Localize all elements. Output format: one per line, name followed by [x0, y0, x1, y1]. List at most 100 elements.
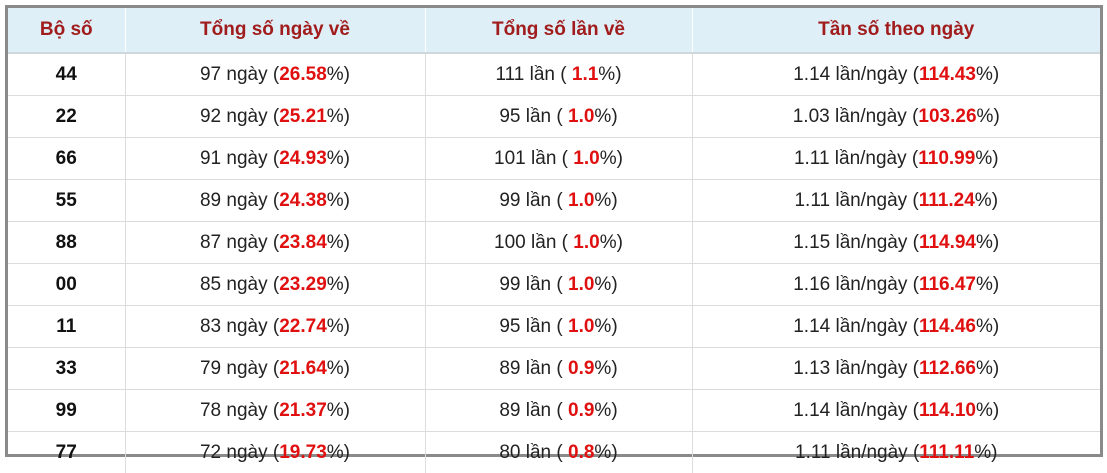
highlight-value: 114.10	[919, 400, 976, 421]
cell-text: %)	[327, 316, 350, 337]
cell-text: %)	[975, 190, 998, 211]
cell-text: %)	[975, 148, 998, 169]
number-pair: 77	[8, 432, 125, 473]
cell-text: 100 lần (	[494, 232, 573, 253]
cell-text: 91 ngày (	[200, 148, 279, 169]
cell-text: 1.16 lần/ngày (	[793, 274, 919, 295]
cell-text: 89 ngày (	[200, 190, 279, 211]
cell-text: %)	[594, 316, 617, 337]
number-pair: 88	[8, 222, 125, 264]
cell-text: 1.11 lần/ngày (	[794, 190, 918, 211]
stat-cell: 83 ngày (22.74%)	[125, 306, 425, 348]
highlight-value: 23.29	[279, 274, 327, 295]
cell-text: %)	[594, 274, 617, 295]
number-pair: 33	[8, 348, 125, 390]
cell-text: 95 lần (	[499, 106, 568, 127]
cell-text: %)	[974, 442, 997, 463]
highlight-value: 111.24	[919, 190, 975, 211]
cell-text: %)	[327, 232, 350, 253]
cell-text: 80 lần (	[499, 442, 568, 463]
cell-text: 1.14 lần/ngày (	[793, 400, 919, 421]
number-pair: 66	[8, 138, 125, 180]
highlight-value: 21.64	[279, 358, 327, 379]
cell-text: %)	[976, 232, 999, 253]
cell-text: 95 lần (	[499, 316, 568, 337]
highlight-value: 110.99	[918, 148, 975, 169]
cell-text: %)	[598, 64, 621, 85]
cell-text: %)	[976, 274, 999, 295]
column-header: Bộ số	[8, 8, 125, 53]
number-pair: 55	[8, 180, 125, 222]
stat-cell: 1.15 lần/ngày (114.94%)	[692, 222, 1100, 264]
stat-cell: 89 lần ( 0.9%)	[425, 390, 692, 432]
stat-cell: 92 ngày (25.21%)	[125, 96, 425, 138]
stat-cell: 95 lần ( 1.0%)	[425, 306, 692, 348]
cell-text: 1.14 lần/ngày (	[793, 316, 919, 337]
highlight-value: 1.1	[572, 64, 598, 85]
cell-text: %)	[327, 442, 350, 463]
cell-text: 1.14 lần/ngày (	[793, 64, 919, 85]
stat-cell: 1.03 lần/ngày (103.26%)	[692, 96, 1100, 138]
stat-cell: 97 ngày (26.58%)	[125, 53, 425, 96]
stat-cell: 79 ngày (21.64%)	[125, 348, 425, 390]
highlight-value: 1.0	[568, 106, 594, 127]
cell-text: 83 ngày (	[200, 316, 279, 337]
highlight-value: 0.9	[568, 358, 594, 379]
highlight-value: 114.94	[919, 232, 976, 253]
cell-text: %)	[976, 64, 999, 85]
highlight-value: 112.66	[919, 358, 976, 379]
cell-text: 1.11 lần/ngày (	[794, 148, 918, 169]
cell-text: 99 lần (	[499, 190, 568, 211]
cell-text: 72 ngày (	[200, 442, 279, 463]
cell-text: %)	[327, 358, 350, 379]
highlight-value: 111.11	[919, 442, 974, 463]
cell-text: %)	[594, 106, 617, 127]
cell-text: 78 ngày (	[200, 400, 279, 421]
cell-text: 1.11 lần/ngày (	[795, 442, 919, 463]
cell-text: %)	[327, 106, 350, 127]
stat-cell: 91 ngày (24.93%)	[125, 138, 425, 180]
highlight-value: 0.9	[568, 400, 594, 421]
cell-text: 92 ngày (	[200, 106, 279, 127]
stat-cell: 80 lần ( 0.8%)	[425, 432, 692, 473]
number-pair: 44	[8, 53, 125, 96]
cell-text: 87 ngày (	[200, 232, 279, 253]
cell-text: %)	[594, 400, 617, 421]
stat-cell: 1.11 lần/ngày (111.24%)	[692, 180, 1100, 222]
cell-text: 89 lần (	[499, 358, 568, 379]
cell-text: %)	[327, 148, 350, 169]
highlight-value: 26.58	[279, 64, 327, 85]
stat-cell: 1.13 lần/ngày (112.66%)	[692, 348, 1100, 390]
cell-text: %)	[327, 190, 350, 211]
stat-cell: 1.14 lần/ngày (114.43%)	[692, 53, 1100, 96]
cell-text: %)	[976, 400, 999, 421]
stat-cell: 95 lần ( 1.0%)	[425, 96, 692, 138]
stat-cell: 1.16 lần/ngày (116.47%)	[692, 264, 1100, 306]
highlight-value: 0.8	[568, 442, 594, 463]
stat-cell: 87 ngày (23.84%)	[125, 222, 425, 264]
cell-text: %)	[594, 442, 617, 463]
stat-cell: 72 ngày (19.73%)	[125, 432, 425, 473]
highlight-value: 25.21	[279, 106, 327, 127]
cell-text: %)	[327, 274, 350, 295]
cell-text: 1.03 lần/ngày (	[793, 106, 919, 127]
cell-text: %)	[976, 358, 999, 379]
stat-cell: 99 lần ( 1.0%)	[425, 264, 692, 306]
cell-text: %)	[977, 106, 1000, 127]
cell-text: %)	[327, 400, 350, 421]
number-pair: 00	[8, 264, 125, 306]
column-header: Tổng số lần về	[425, 8, 692, 53]
cell-text: 89 lần (	[499, 400, 568, 421]
stat-cell: 100 lần ( 1.0%)	[425, 222, 692, 264]
number-pair: 22	[8, 96, 125, 138]
